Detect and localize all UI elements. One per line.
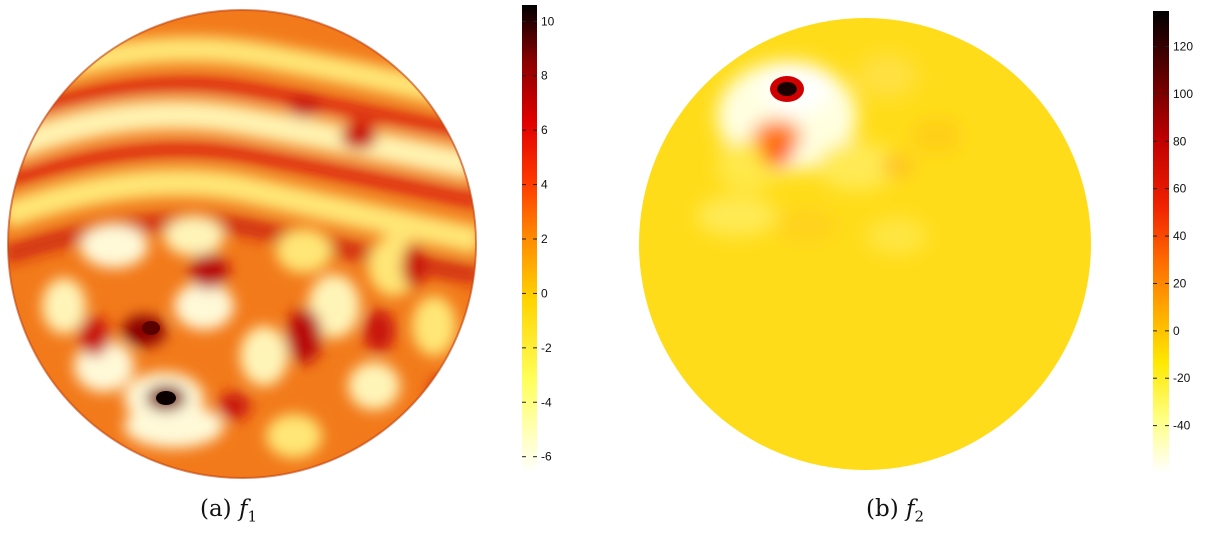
sphere-plot-f1 — [7, 9, 477, 479]
colorbar-tick-label: -40 — [1173, 419, 1191, 433]
colorbar-tick-label: 120 — [1173, 40, 1193, 54]
colorbar-tick-label: 60 — [1173, 182, 1187, 196]
colorbar-f1-ticks: 10 8 6 4 2 0 -2 -4 -6 — [522, 14, 555, 464]
colorbar-f1: 10 8 6 4 2 0 -2 -4 -6 — [522, 5, 555, 473]
colorbar-tick-label: -4 — [541, 395, 552, 409]
caption-f2: (b) f2 — [866, 496, 924, 526]
colorbar-tick-label: 0 — [1173, 324, 1180, 338]
caption-f2-label: (b) — [866, 496, 899, 522]
sphere-plot-f2 — [639, 18, 1091, 470]
colorbar-f1-gradient — [522, 5, 537, 473]
colorbar-tick-label: 10 — [541, 14, 555, 28]
colorbar-tick-label: 100 — [1173, 87, 1193, 101]
colorbar-f2-ticks: 120 100 80 60 40 20 0 -20 -40 — [1153, 40, 1193, 433]
caption-f2-subscript: 2 — [914, 507, 925, 526]
colorbar-tick-label: 80 — [1173, 134, 1187, 148]
colorbar-tick-label: 0 — [541, 286, 548, 300]
colorbar-tick-label: 4 — [541, 178, 548, 192]
colorbar-tick-label: -2 — [541, 341, 552, 355]
colorbar-tick-label: 8 — [541, 69, 548, 83]
colorbar-f2: 120 100 80 60 40 20 0 -20 -40 — [1153, 11, 1193, 473]
caption-f1-subscript: 1 — [247, 507, 258, 526]
colorbar-tick-label: 40 — [1173, 229, 1187, 243]
colorbar-tick-label: 6 — [541, 123, 548, 137]
caption-f1-symbol: f — [238, 496, 248, 522]
colorbar-f2-gradient — [1153, 11, 1169, 473]
colorbar-tick-label: -6 — [541, 450, 552, 464]
caption-f1-label: (a) — [200, 496, 232, 522]
colorbar-tick-label: 20 — [1173, 276, 1187, 290]
caption-f2-symbol: f — [905, 496, 915, 522]
colorbar-tick-label: -20 — [1173, 371, 1191, 385]
caption-f1: (a) f1 — [200, 496, 257, 526]
colorbar-tick-label: 2 — [541, 232, 548, 246]
